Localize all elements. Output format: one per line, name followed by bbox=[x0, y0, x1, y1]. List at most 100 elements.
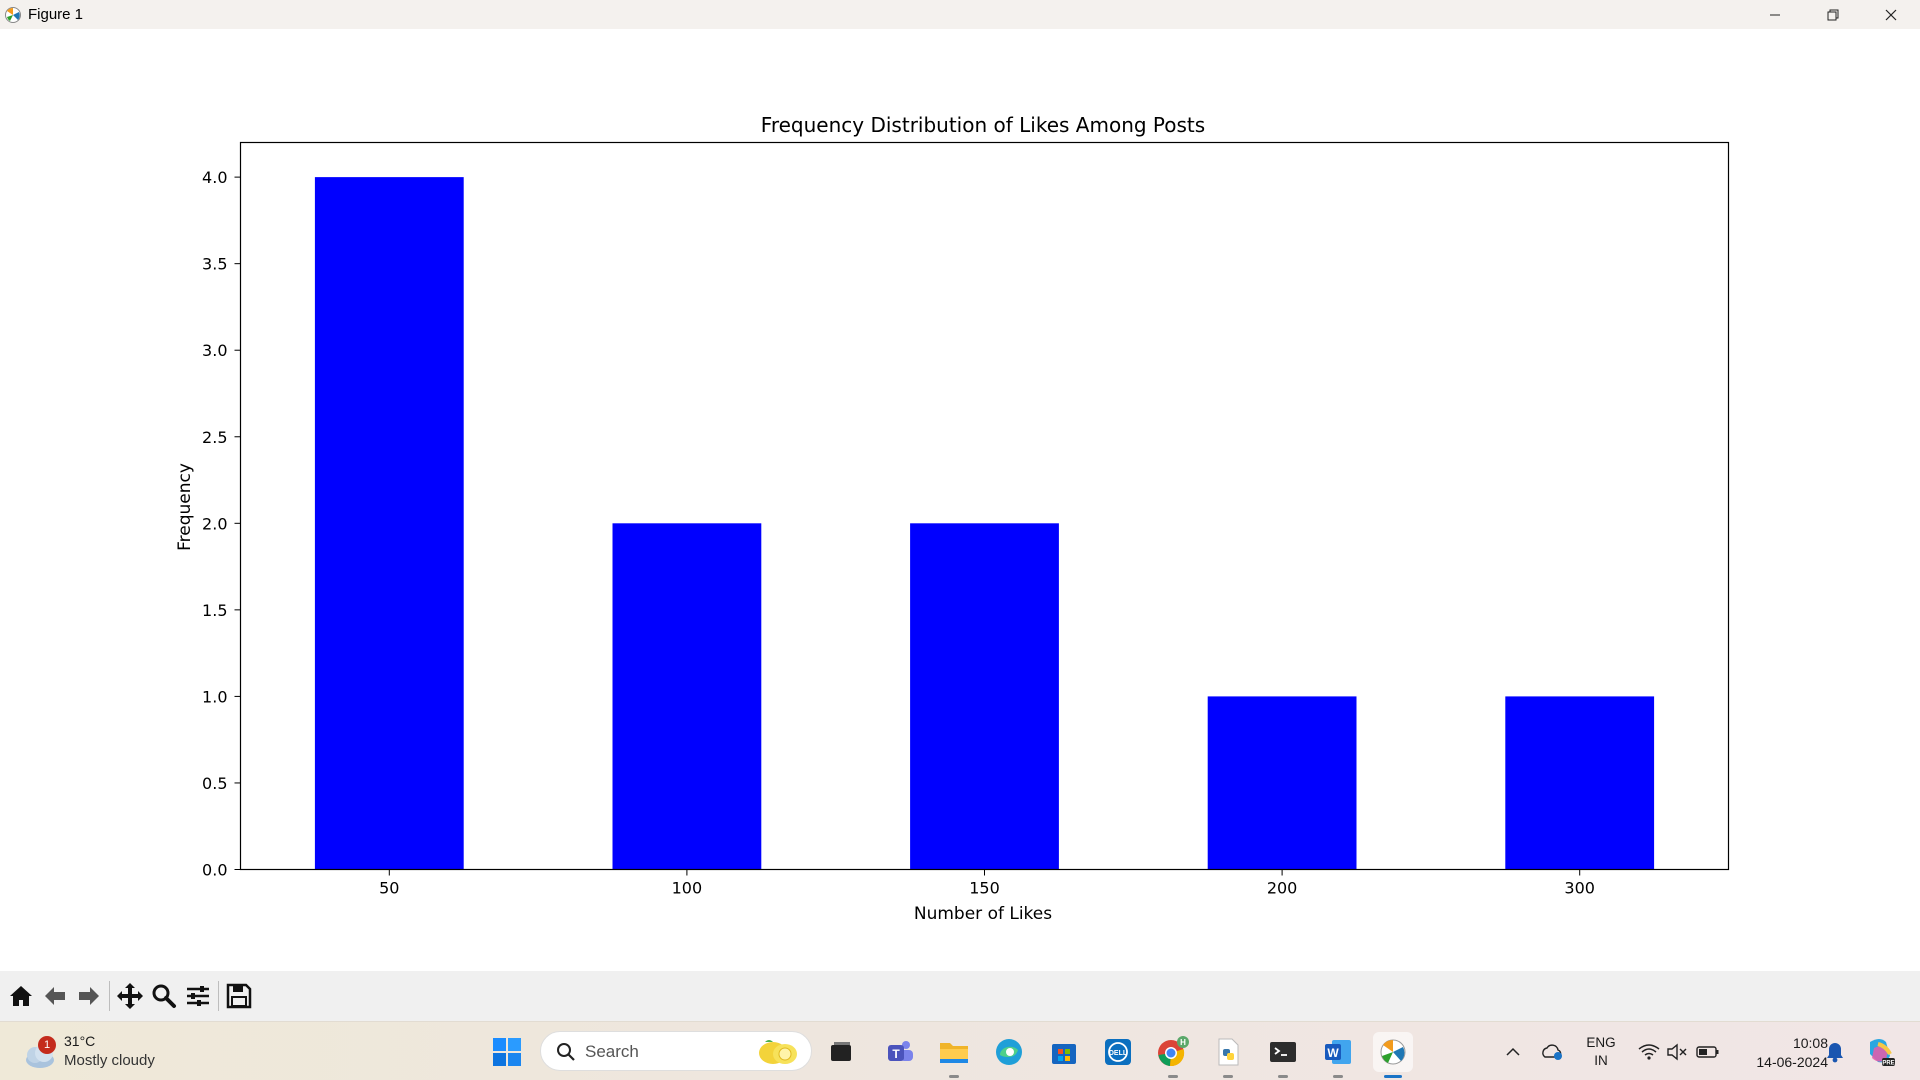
forward-icon bbox=[79, 987, 99, 1005]
python-file-icon bbox=[1218, 1038, 1239, 1066]
y-tick-label: 1.5 bbox=[202, 601, 227, 620]
active-indicator bbox=[1384, 1075, 1402, 1078]
running-indicator bbox=[1333, 1075, 1343, 1078]
lemon-search-highlight-icon bbox=[759, 1040, 797, 1064]
svg-text:H: H bbox=[1180, 1038, 1186, 1047]
matplotlib-toolbar bbox=[0, 971, 1920, 1021]
terminal-button[interactable] bbox=[1263, 1032, 1303, 1078]
home-icon bbox=[10, 986, 32, 1006]
svg-text:W: W bbox=[1327, 1046, 1339, 1060]
teams-icon: T bbox=[888, 1041, 913, 1061]
x-tick-label: 200 bbox=[1267, 879, 1298, 898]
weather-condition: Mostly cloudy bbox=[64, 1052, 155, 1069]
language-code: ENG bbox=[1586, 1035, 1616, 1050]
x-tick-label: 300 bbox=[1564, 879, 1595, 898]
copilot-button[interactable]: PRE bbox=[1860, 1032, 1900, 1072]
notifications-button[interactable] bbox=[1815, 1032, 1855, 1072]
x-tick-label: 150 bbox=[969, 879, 1000, 898]
y-tick-label: 0.0 bbox=[202, 861, 227, 880]
y-tick-label: 2.5 bbox=[202, 428, 227, 447]
chrome-button[interactable]: H bbox=[1153, 1032, 1193, 1078]
taskbar-search-box[interactable]: Search bbox=[540, 1031, 812, 1071]
y-tick-label: 2.0 bbox=[202, 514, 227, 533]
close-button[interactable] bbox=[1862, 0, 1920, 29]
bar-chart: Frequency Distribution of Likes Among Po… bbox=[175, 113, 1730, 924]
y-axis-label: Frequency bbox=[175, 463, 195, 551]
matplotlib-app-icon bbox=[5, 6, 21, 23]
wifi-icon bbox=[1638, 1044, 1660, 1060]
copilot-icon: PRE bbox=[1870, 1039, 1895, 1067]
onedrive-status-button[interactable] bbox=[1532, 1032, 1572, 1072]
clock-date: 14-06-2024 bbox=[1756, 1054, 1828, 1070]
show-hidden-icons-button[interactable] bbox=[1493, 1032, 1533, 1072]
x-axis-label: Number of Likes bbox=[914, 904, 1052, 924]
chart-title: Frequency Distribution of Likes Among Po… bbox=[761, 113, 1205, 137]
zoom-icon bbox=[152, 984, 176, 1008]
minimize-icon bbox=[1770, 14, 1780, 15]
y-tick-label: 0.5 bbox=[202, 774, 227, 793]
restore-button[interactable] bbox=[1804, 0, 1862, 29]
file-explorer-button[interactable] bbox=[934, 1032, 974, 1078]
edge-button[interactable] bbox=[989, 1032, 1029, 1072]
dell-icon: DELL bbox=[1105, 1039, 1131, 1065]
svg-text:PRE: PRE bbox=[1882, 1061, 1894, 1067]
battery-icon bbox=[1696, 1046, 1719, 1058]
home-button[interactable] bbox=[4, 978, 38, 1014]
configure-subplots-button[interactable] bbox=[181, 978, 215, 1014]
battery-button[interactable] bbox=[1688, 1032, 1728, 1072]
running-indicator bbox=[1223, 1075, 1233, 1078]
window-titlebar: Figure 1 bbox=[0, 0, 1920, 29]
teams-button[interactable]: T bbox=[880, 1032, 920, 1072]
task-view-button[interactable] bbox=[821, 1032, 861, 1072]
running-indicator bbox=[1278, 1075, 1288, 1078]
bar-50 bbox=[314, 177, 464, 870]
bar-100 bbox=[612, 523, 762, 870]
forward-button[interactable] bbox=[72, 978, 106, 1014]
language-indicator[interactable]: ENG IN bbox=[1584, 1034, 1618, 1070]
start-button[interactable] bbox=[487, 1032, 527, 1072]
pan-button[interactable] bbox=[113, 978, 147, 1014]
close-icon bbox=[1885, 9, 1897, 20]
back-icon bbox=[45, 987, 65, 1005]
python-file-button[interactable] bbox=[1208, 1032, 1248, 1078]
file-explorer-icon bbox=[940, 1043, 968, 1063]
chevron-up-icon bbox=[1506, 1047, 1520, 1056]
windows-taskbar: 1 31°C Mostly cloudy Search T bbox=[0, 1021, 1920, 1080]
search-icon bbox=[557, 1043, 575, 1061]
toolbar-separator bbox=[109, 981, 110, 1011]
chrome-icon: H bbox=[1158, 1036, 1189, 1067]
volume-button[interactable] bbox=[1657, 1032, 1697, 1072]
word-button[interactable]: W bbox=[1318, 1032, 1358, 1078]
y-tick-label: 3.0 bbox=[202, 341, 227, 360]
toolbar-separator bbox=[218, 981, 219, 1011]
running-indicator bbox=[949, 1075, 959, 1078]
restore-icon bbox=[1827, 9, 1839, 20]
weather-widget[interactable]: 1 31°C Mostly cloudy bbox=[20, 1030, 180, 1074]
plot-frame bbox=[239, 141, 1730, 871]
dell-button[interactable]: DELL bbox=[1098, 1032, 1138, 1072]
search-placeholder: Search bbox=[585, 1042, 639, 1061]
svg-text:DELL: DELL bbox=[1109, 1050, 1128, 1057]
back-button[interactable] bbox=[38, 978, 72, 1014]
terminal-icon bbox=[1270, 1042, 1296, 1062]
pan-icon bbox=[117, 983, 143, 1009]
y-tick-label: 1.0 bbox=[202, 687, 227, 706]
matplotlib-taskbar-button[interactable] bbox=[1373, 1032, 1413, 1078]
configure-subplots-icon bbox=[187, 986, 209, 1006]
minimize-button[interactable] bbox=[1746, 0, 1804, 29]
volume-muted-icon bbox=[1667, 1043, 1687, 1061]
figure-canvas[interactable]: Frequency Distribution of Likes Among Po… bbox=[0, 29, 1920, 971]
y-tick-label: 4.0 bbox=[202, 168, 227, 187]
network-button[interactable] bbox=[1629, 1032, 1669, 1072]
bar-200 bbox=[1207, 696, 1357, 870]
notification-badge: 1 bbox=[38, 1036, 56, 1054]
store-button[interactable] bbox=[1044, 1032, 1084, 1072]
system-clock[interactable]: 10:08 14-06-2024 bbox=[1728, 1034, 1828, 1072]
edge-icon bbox=[996, 1039, 1022, 1065]
task-view-icon bbox=[831, 1042, 851, 1061]
save-button[interactable] bbox=[222, 978, 256, 1014]
store-icon bbox=[1052, 1044, 1076, 1064]
y-tick-label: 3.5 bbox=[202, 255, 227, 274]
weather-temperature: 31°C bbox=[64, 1033, 96, 1049]
zoom-button[interactable] bbox=[147, 978, 181, 1014]
